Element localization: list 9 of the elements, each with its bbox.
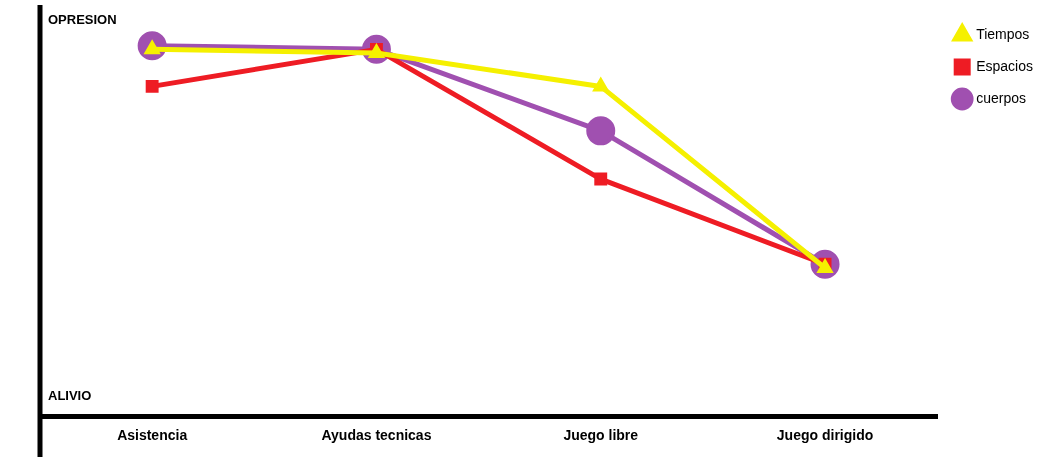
x-tick-label: Asistencia — [117, 427, 188, 444]
text: OPRESION — [48, 11, 117, 27]
x-tick-label: Ayudas tecnicas — [321, 427, 432, 444]
legend-label: Tiempos — [976, 25, 1030, 42]
x-tick-label: Juego libre — [563, 427, 639, 444]
x-tick-label: Juego dirigido — [776, 427, 874, 444]
legend-label: cuerpos — [976, 89, 1027, 106]
annotation: ALIVIO — [48, 387, 92, 403]
legend-label: Espacios — [976, 57, 1034, 74]
